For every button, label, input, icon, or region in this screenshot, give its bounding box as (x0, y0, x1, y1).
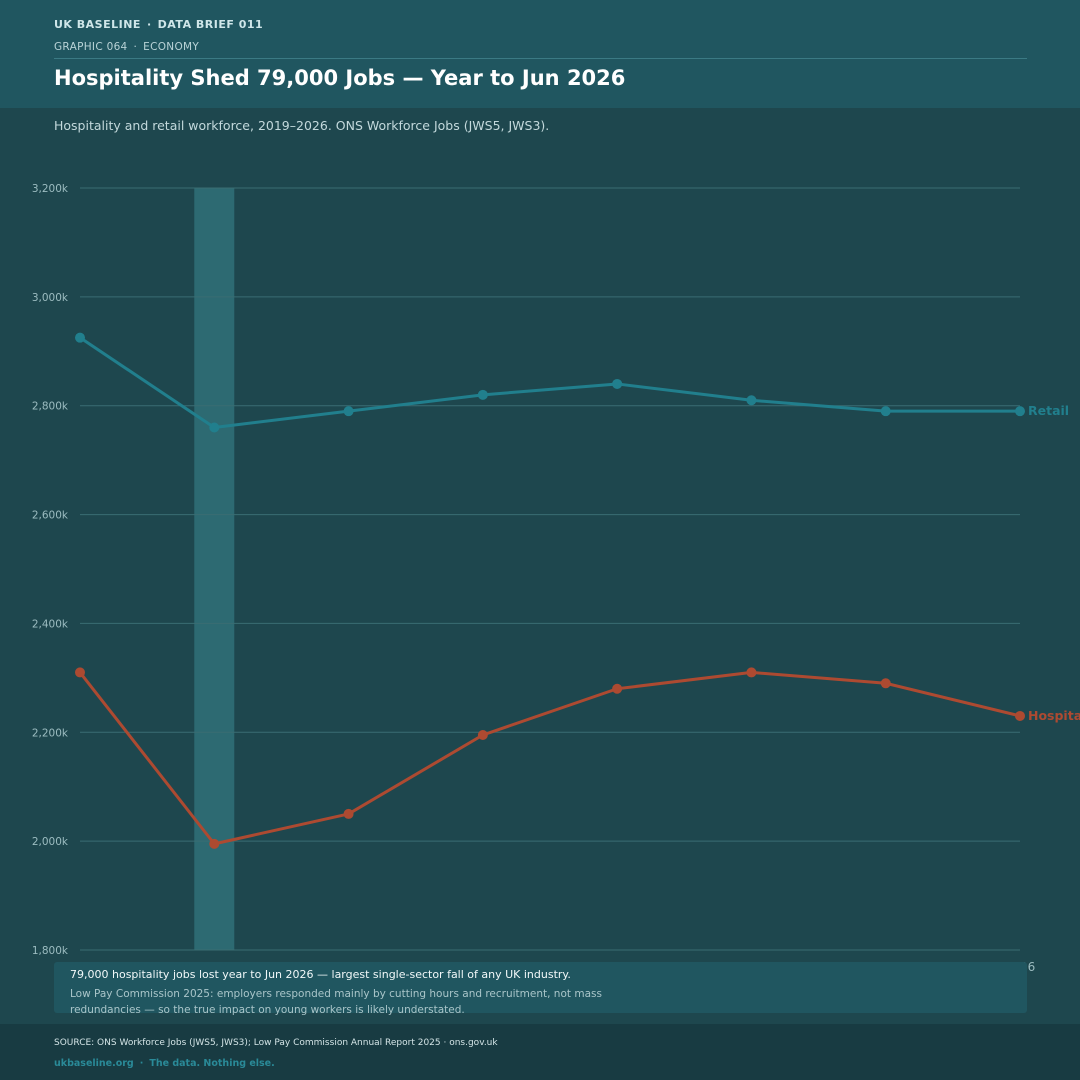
y-tick-label: 2,000k (32, 836, 69, 848)
hospitality-line (78, 670, 1021, 846)
series-label-retail: Retail (1028, 403, 1069, 418)
brand-name: UK BASELINE (54, 18, 141, 31)
tagline: The data. Nothing else. (149, 1058, 275, 1069)
site-link[interactable]: ukbaseline.org (54, 1058, 134, 1069)
y-tick-label: 2,200k (32, 727, 69, 739)
callout-box: 79,000 hospitality jobs lost year to Jun… (54, 962, 1027, 1016)
hospitality-point (1015, 710, 1025, 721)
series-label-hospitality: Hospitality (1028, 708, 1080, 723)
retail-point (75, 332, 85, 343)
retail-point (209, 422, 220, 433)
chart-subtitle: Hospitality and retail workforce, 2019–2… (54, 118, 550, 133)
y-tick-label: 2,600k (32, 510, 69, 522)
retail-line (79, 336, 1020, 429)
source-note: SOURCE: ONS Workforce Jobs (JWS5, JWS3);… (54, 1038, 498, 1048)
y-tick-label: 2,400k (32, 618, 69, 630)
footer: SOURCE: ONS Workforce Jobs (JWS5, JWS3);… (0, 1024, 1080, 1080)
retail-point (612, 378, 623, 389)
y-tick-label: 1,800k (32, 945, 69, 957)
graphic-meta: GRAPHIC 064 · ECONOMY (54, 41, 200, 53)
footer-brand: ukbaseline.org · The data. Nothing else. (54, 1058, 275, 1069)
hospitality-point (209, 838, 220, 849)
retail-point (880, 406, 891, 417)
callout-body: Low Pay Commission 2025: employers respo… (70, 988, 602, 1016)
page-title: Hospitality Shed 79,000 Jobs — Year to J… (54, 66, 626, 90)
hospitality-point (343, 808, 354, 819)
hospitality-point (880, 678, 891, 689)
hospitality-point (477, 730, 488, 741)
y-tick-label: 3,000k (32, 292, 69, 304)
y-tick-label: 3,200k (32, 183, 69, 195)
hospitality-point (75, 667, 85, 678)
highlight-band-2020 (194, 188, 235, 950)
retail-point (477, 389, 488, 400)
section-label: ECONOMY (143, 41, 200, 53)
graphic-number: GRAPHIC 064 (54, 41, 128, 53)
brand-line: UK BASELINE · DATA BRIEF 011 (54, 18, 264, 31)
header-divider (54, 58, 1027, 59)
brief-label: DATA BRIEF 011 (157, 18, 264, 31)
retail-point (343, 406, 354, 417)
hospitality-point (612, 683, 623, 694)
header-band: UK BASELINE · DATA BRIEF 011 GRAPHIC 064 · E… (0, 0, 1080, 108)
y-tick-label: 2,800k (32, 401, 69, 413)
retail-point (1015, 406, 1025, 417)
retail-point (746, 395, 757, 406)
callout-headline: 79,000 hospitality jobs lost year to Jun… (70, 968, 571, 981)
hospitality-point (746, 667, 757, 678)
